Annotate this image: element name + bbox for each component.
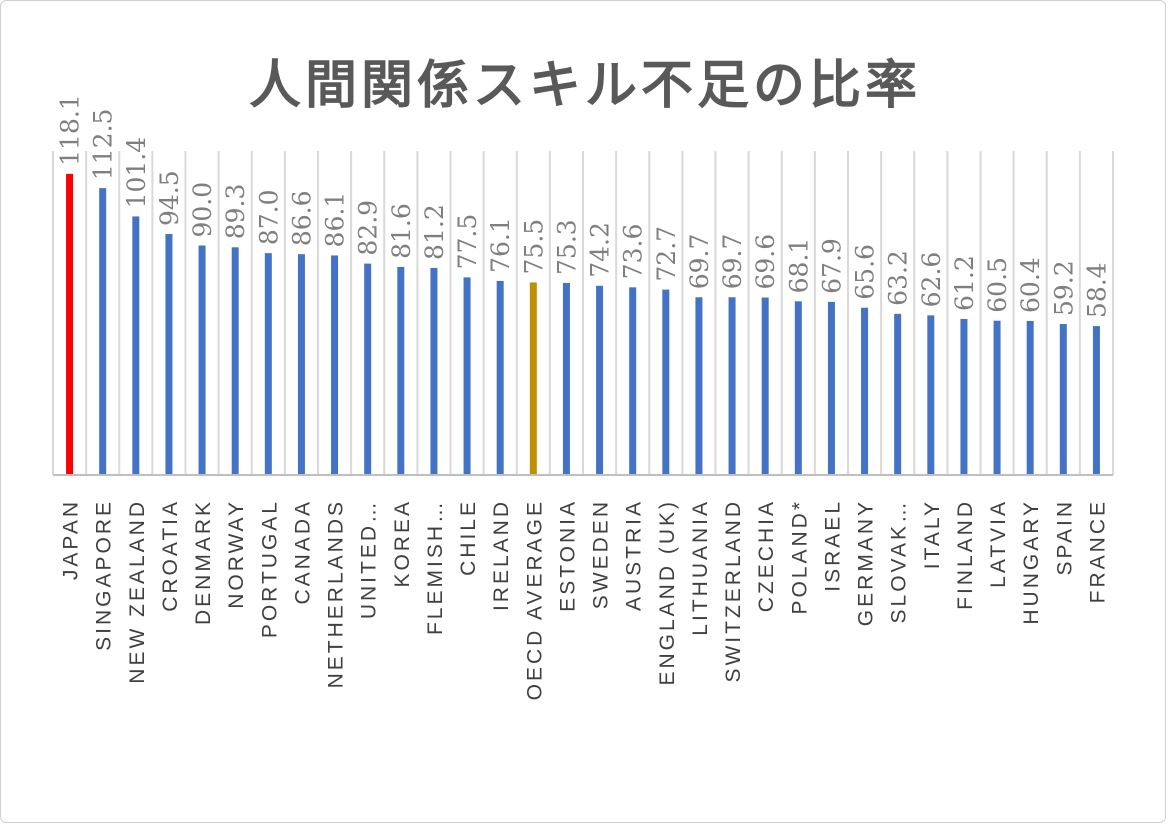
data-label: 76.1 (486, 217, 515, 273)
bar-norway (231, 247, 239, 475)
category-label: FINLAND (954, 499, 977, 610)
data-label: 86.1 (321, 192, 350, 248)
bar-canada (297, 254, 305, 475)
category-label: LITHUANIA (689, 499, 712, 636)
category-label: ESTONIA (556, 499, 579, 612)
category-label: FRANCE (1086, 499, 1109, 603)
data-label: 81.6 (387, 203, 416, 259)
data-label: 60.4 (1016, 257, 1045, 313)
data-label: 89.3 (221, 184, 250, 240)
category-label: ISRAEL (821, 499, 844, 592)
category-label: LATVIA (987, 499, 1010, 588)
category-label: PORTUGAL (258, 499, 281, 638)
bar-united (364, 263, 372, 475)
data-label: 73.6 (619, 224, 648, 280)
category-label: JAPAN (60, 499, 83, 580)
category-label: UNITED… (358, 499, 381, 619)
data-label: 67.9 (817, 238, 846, 294)
category-label: CHILE (457, 499, 480, 576)
category-label: HUNGARY (1020, 499, 1043, 625)
bar-estonia (562, 282, 570, 475)
bar-poland (794, 301, 802, 475)
data-label: 74.2 (586, 222, 615, 278)
bar-latvia (993, 320, 1001, 475)
category-label: DENMARK (192, 499, 215, 625)
data-label: 118.1 (56, 94, 85, 166)
bar-korea (397, 266, 405, 475)
chart-title: 人間関係スキル不足の比率 (248, 56, 921, 116)
bar-lithuania (695, 297, 703, 475)
category-label: NEW ZEALAND (126, 499, 149, 684)
data-label: 75.5 (519, 219, 548, 275)
data-label: 69.7 (685, 234, 714, 290)
category-label: ENGLAND (UK) (656, 499, 679, 686)
data-label: 87.0 (254, 189, 283, 245)
category-label: AUSTRIA (623, 499, 646, 611)
data-label: 90.0 (188, 182, 217, 238)
category-label: GERMANY (855, 499, 878, 626)
bar-chile (463, 277, 471, 475)
bar-switzerland (728, 297, 736, 475)
data-label: 81.2 (420, 204, 449, 260)
data-label: 75.3 (552, 219, 581, 275)
bar-croatia (165, 234, 173, 475)
data-label: 65.6 (851, 244, 880, 300)
category-label: CZECHIA (755, 499, 778, 612)
data-label: 101.4 (122, 137, 151, 209)
category-label: SPAIN (1053, 499, 1076, 575)
bar-france (1092, 326, 1100, 475)
data-label: 68.1 (784, 238, 813, 294)
bar-sweden (596, 285, 604, 475)
data-label: 94.5 (155, 170, 184, 226)
data-label: 82.9 (354, 200, 383, 256)
category-label: FLEMISH… (424, 499, 447, 635)
data-label: 60.5 (983, 257, 1012, 313)
bar-new-zealand (132, 216, 140, 475)
data-label: 77.5 (453, 214, 482, 270)
bar-portugal (264, 253, 272, 475)
category-label: POLAND* (788, 499, 811, 615)
bar-flemish (430, 267, 438, 475)
category-label: IRELAND (490, 499, 513, 611)
bar-israel (827, 301, 835, 475)
data-label: 69.7 (718, 234, 747, 290)
bar-ireland (496, 280, 504, 475)
bar-germany (861, 307, 869, 475)
bar-austria (629, 287, 637, 475)
bar-england-uk (662, 289, 670, 475)
category-label: OECD AVERAGE (523, 499, 546, 700)
category-label: ITALY (921, 499, 944, 569)
bar-oecd-average (529, 282, 537, 475)
category-label: KOREA (391, 499, 414, 588)
category-label: SWEDEN (590, 499, 613, 609)
bar-slovak (894, 313, 902, 475)
data-label: 59.2 (1049, 260, 1078, 316)
data-label: 58.4 (1082, 262, 1111, 318)
bar-denmark (198, 245, 206, 475)
data-label: 61.2 (950, 255, 979, 311)
category-label: CROATIA (159, 499, 182, 612)
category-label: SLOVAK… (888, 499, 911, 623)
bar-netherlands (331, 255, 339, 475)
bar-japan (66, 173, 74, 475)
category-label: CANADA (291, 499, 314, 605)
data-label: 62.6 (917, 252, 946, 308)
data-label: 69.6 (751, 234, 780, 290)
bar-singapore (99, 188, 107, 475)
bar-czechia (761, 297, 769, 475)
bar-hungary (1026, 320, 1034, 475)
data-label: 112.5 (89, 109, 118, 181)
category-label: NETHERLANDS (325, 499, 348, 688)
data-label: 63.2 (884, 250, 913, 306)
bar-italy (927, 315, 935, 475)
bar-finland (960, 318, 968, 475)
data-label: 86.6 (287, 190, 316, 246)
category-label: SINGAPORE (93, 499, 116, 651)
data-label: 72.7 (652, 226, 681, 282)
category-label: SWITZERLAND (722, 499, 745, 683)
bar-spain (1059, 324, 1067, 475)
category-label: NORWAY (225, 499, 248, 609)
